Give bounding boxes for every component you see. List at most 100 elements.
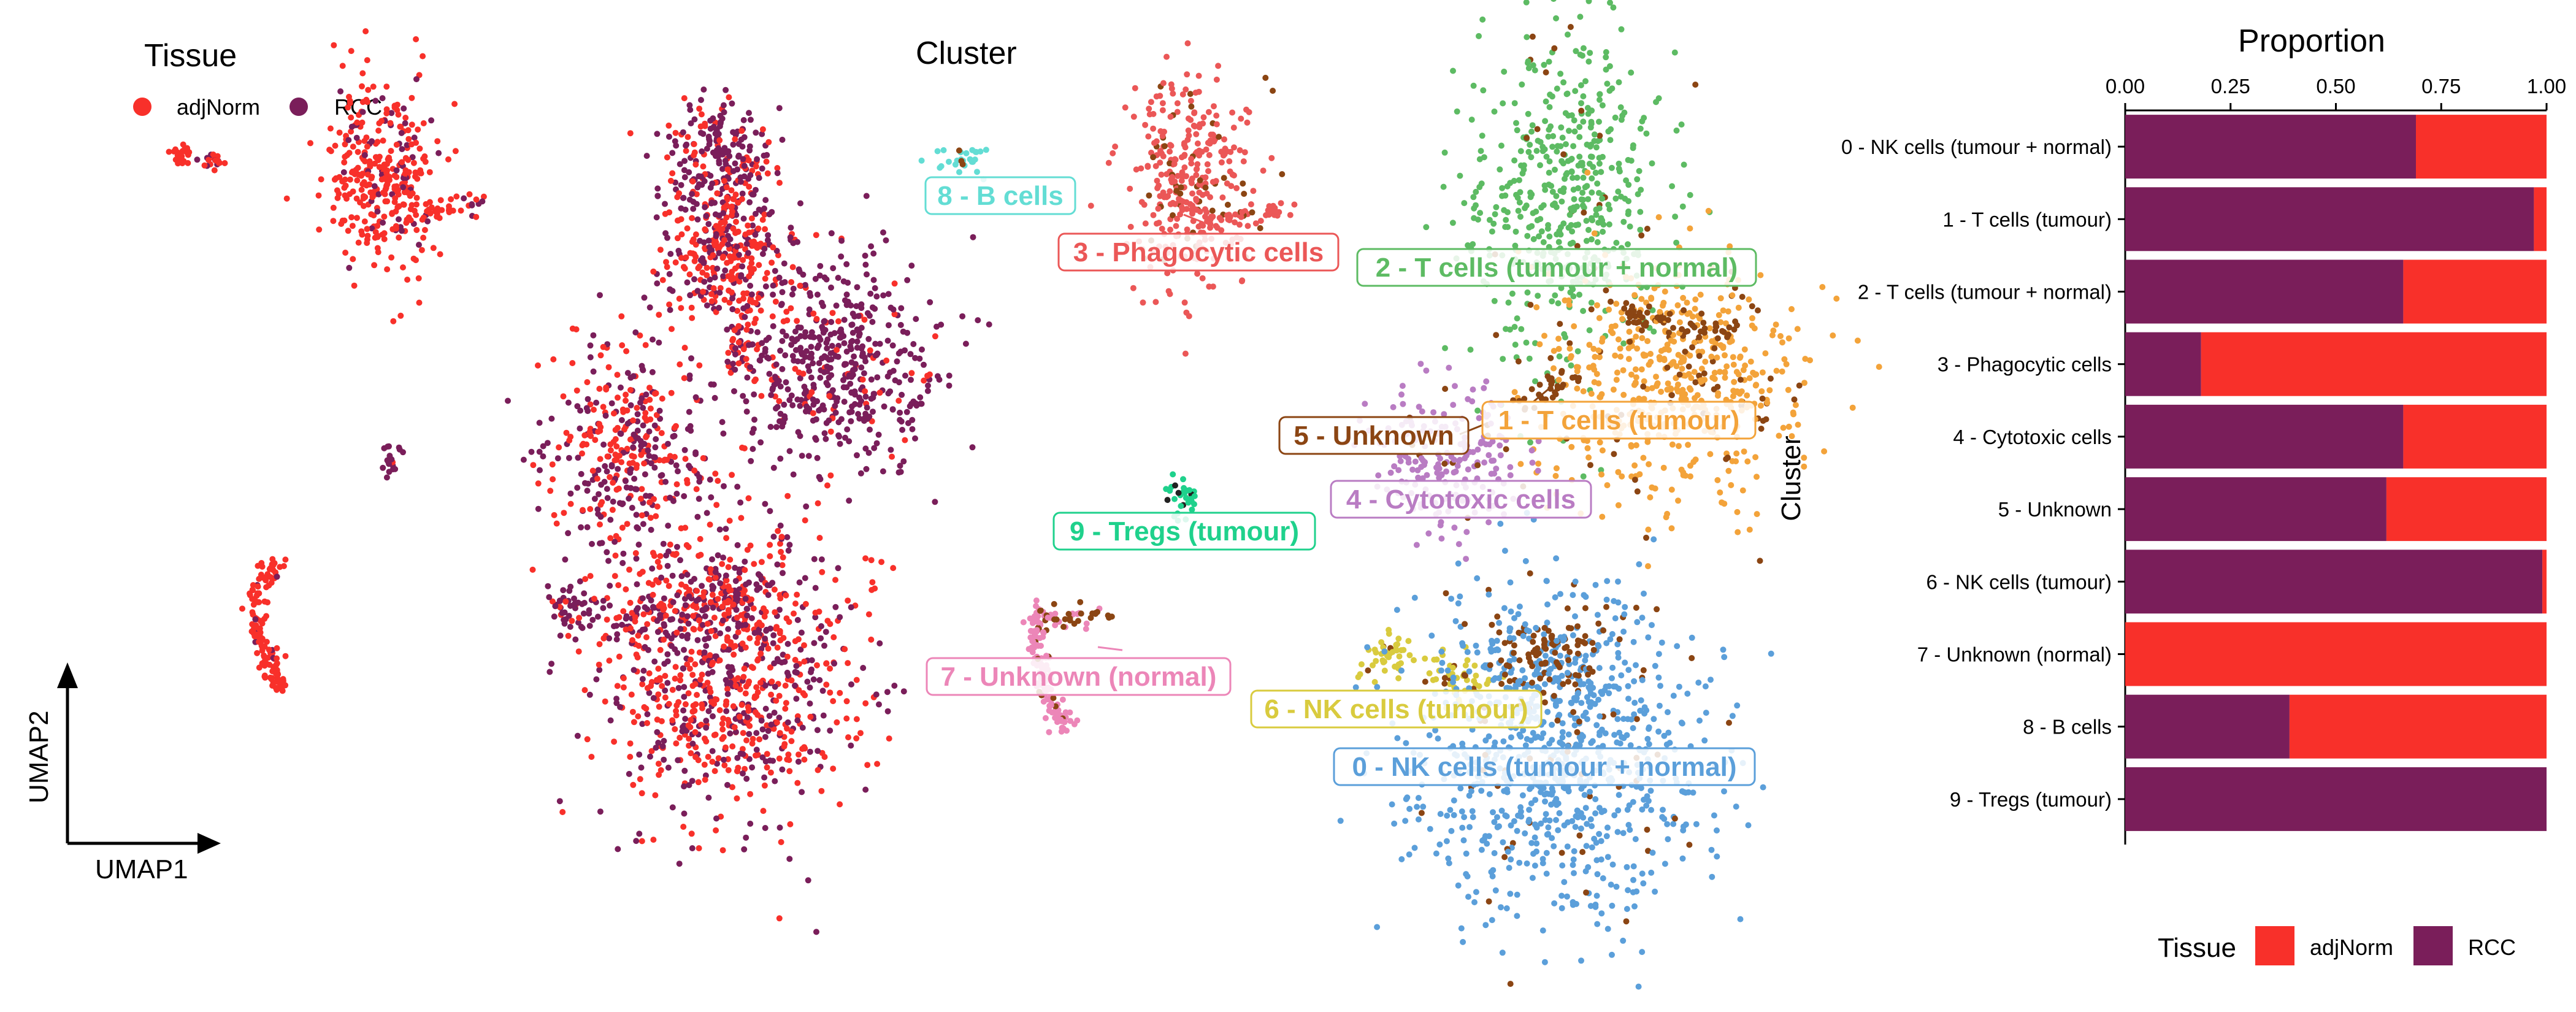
cluster-point — [1684, 299, 1690, 306]
tissue-point — [975, 317, 981, 324]
cluster-point — [1769, 332, 1776, 339]
tissue-point — [738, 136, 745, 143]
cluster-point — [1584, 445, 1591, 451]
cluster-point — [1173, 188, 1180, 194]
cluster-point — [1517, 189, 1524, 196]
tissue-point — [420, 234, 427, 241]
cluster-point — [1639, 335, 1646, 342]
tissue-point — [396, 234, 402, 241]
tissue-point — [810, 310, 817, 317]
cluster-point — [1597, 394, 1604, 401]
cluster-point — [1619, 473, 1625, 480]
tissue-point — [662, 612, 669, 619]
cluster-point — [1819, 284, 1826, 290]
cluster-point — [1709, 374, 1716, 381]
tissue-point — [723, 535, 730, 542]
cluster-point — [1184, 71, 1190, 78]
tissue-point — [692, 754, 699, 761]
tissue-point — [540, 443, 546, 450]
tissue-point — [633, 651, 640, 658]
tissue-point — [738, 128, 745, 134]
tissue-point — [664, 154, 670, 161]
tissue-point — [607, 602, 613, 609]
tissue-point — [678, 581, 684, 588]
cluster-point — [1554, 148, 1560, 155]
tissue-point — [681, 375, 688, 381]
cluster-point — [1224, 180, 1230, 187]
tissue-point — [697, 551, 704, 558]
tissue-point — [364, 57, 370, 64]
tissue-point — [821, 318, 827, 325]
cluster-point — [1644, 309, 1650, 316]
tissue-point — [409, 154, 416, 161]
cluster-point — [1620, 340, 1627, 347]
tissue-point — [802, 354, 808, 360]
tissue-point — [637, 776, 643, 783]
cluster-point — [1554, 383, 1561, 389]
cluster-point — [1749, 322, 1755, 329]
tissue-point — [745, 157, 752, 164]
tissue-point — [581, 687, 588, 694]
tissue-point — [786, 448, 793, 454]
tissue-point — [588, 754, 595, 760]
tissue-point — [672, 675, 678, 682]
cluster-point — [1527, 190, 1534, 196]
cluster-point — [1224, 201, 1231, 208]
tissue-point — [650, 550, 656, 556]
cluster-point — [1562, 297, 1568, 304]
tissue-point — [544, 440, 551, 447]
tissue-point — [776, 274, 783, 281]
tissue-point — [638, 790, 645, 797]
tissue-point — [725, 241, 731, 248]
cluster-point — [1706, 325, 1713, 332]
tissue-point — [716, 160, 723, 167]
tissue-point — [680, 824, 687, 830]
tissue-point — [703, 724, 710, 731]
cluster-point — [1717, 342, 1724, 348]
cluster-point — [1587, 153, 1594, 160]
tissue-point — [783, 700, 789, 707]
tissue-point — [660, 607, 667, 613]
cluster-point — [1543, 69, 1549, 75]
tissue-point — [773, 424, 780, 431]
tissue-point — [732, 345, 739, 351]
cluster-point — [1643, 352, 1649, 359]
tissue-point — [629, 708, 636, 715]
tissue-point — [355, 171, 362, 178]
cluster-point — [1735, 371, 1742, 378]
tissue-point — [898, 418, 905, 425]
cluster-point — [1476, 33, 1482, 39]
cluster-point — [1409, 466, 1416, 473]
cluster-point — [946, 158, 952, 165]
tissue-point — [729, 100, 735, 107]
tissue-point — [650, 837, 657, 843]
tissue-point — [904, 277, 911, 283]
tissue-point — [612, 427, 619, 433]
tissue-point — [350, 168, 356, 175]
cluster-point — [1757, 272, 1764, 278]
cluster-point — [1605, 201, 1612, 208]
cluster-point — [1194, 149, 1200, 155]
tissue-point — [737, 499, 744, 506]
cluster-point — [1580, 45, 1587, 52]
tissue-point — [263, 638, 270, 645]
cluster-point — [1224, 212, 1230, 219]
tissue-point — [688, 355, 694, 362]
tissue-point — [681, 158, 688, 164]
cluster-point — [1562, 175, 1568, 182]
cluster-point — [1062, 709, 1069, 716]
tissue-point — [858, 305, 865, 312]
tissue-point — [814, 454, 821, 461]
tissue-point — [274, 645, 280, 651]
tissue-point — [565, 454, 572, 461]
cluster-point — [1722, 369, 1728, 376]
tissue-point — [664, 234, 670, 241]
cluster-point — [1760, 418, 1766, 424]
tissue-point — [784, 756, 791, 763]
tissue-point — [672, 664, 679, 670]
cluster-point — [1776, 432, 1782, 439]
tissue-point — [725, 350, 732, 356]
cluster-point — [1673, 375, 1679, 381]
tissue-point — [702, 227, 709, 233]
tissue-point — [860, 665, 867, 671]
